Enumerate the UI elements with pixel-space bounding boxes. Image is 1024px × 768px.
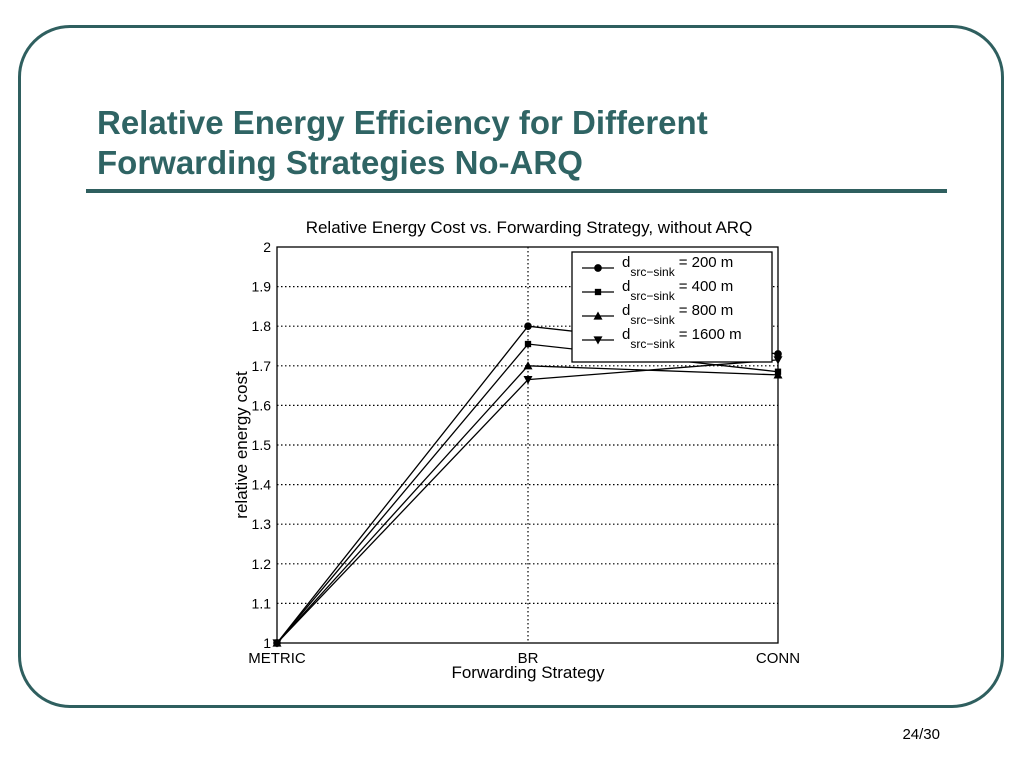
data-point-triangle-down [593,336,603,345]
y-tick-label: 1.1 [252,595,272,611]
data-point-square [524,340,532,348]
series-line [276,359,779,644]
y-axis-label: relative energy cost [232,371,251,519]
y-tick-label: 1 [263,635,271,651]
y-tick-label: 2 [263,239,271,255]
data-point-circle [524,322,532,331]
plot-border [276,246,779,644]
data-point-square [594,288,602,296]
y-tick-label: 1.3 [252,516,272,532]
y-tick-label: 1.8 [252,318,272,334]
legend-label: dsrc−sink= 800 m [622,302,733,327]
data-point-triangle-up [593,311,603,320]
title-rule [86,189,947,193]
y-tick-label: 1.2 [252,556,272,572]
data-point-circle [594,264,602,272]
slide-frame [18,25,1004,708]
data-point-triangle-down [523,376,533,385]
data-point-triangle-up [523,361,533,370]
series-line [276,343,779,644]
y-tick-label: 1.5 [252,437,272,453]
legend-label: dsrc−sink= 400 m [622,278,733,303]
page-number: 24/30 [902,726,940,743]
y-tick-label: 1.4 [252,477,272,493]
x-tick-label: BR [518,650,539,667]
slide-title-line-2: Forwarding Strategies No-ARQ [97,144,583,181]
legend-box [571,251,773,363]
x-axis-label: Forwarding Strategy [451,663,605,682]
chart-title: Relative Energy Cost vs. Forwarding Stra… [306,218,753,237]
slide-title-line-1: Relative Energy Efficiency for Different [97,104,708,141]
y-tick-label: 1.7 [252,358,272,374]
legend-label: dsrc−sink= 1600 m [622,326,742,351]
slide-title: Relative Energy Efficiency for Different… [97,103,917,183]
y-tick-label: 1.9 [252,279,272,295]
y-tick-label: 1.6 [252,397,272,413]
legend-label: dsrc−sink= 200 m [622,254,733,279]
x-tick-label: METRIC [248,650,306,667]
x-tick-label: CONN [756,650,800,667]
